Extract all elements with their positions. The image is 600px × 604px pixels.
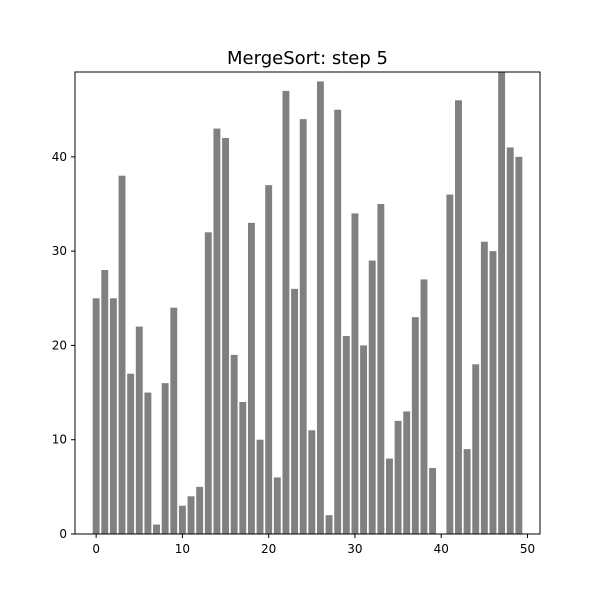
bar-32 — [368, 260, 376, 534]
bar-20 — [265, 185, 273, 534]
y-tick-label: 20 — [52, 338, 67, 352]
bar-41 — [446, 194, 454, 535]
x-axis: 0 10 20 30 40 50 — [92, 534, 535, 556]
bar-48 — [506, 147, 514, 534]
x-tick-label: 0 — [92, 542, 100, 556]
y-tick-label: 30 — [52, 244, 67, 258]
bar-25 — [308, 430, 316, 534]
bar-43 — [463, 449, 471, 534]
bar-34 — [386, 458, 393, 534]
bar-23 — [291, 288, 299, 534]
x-tick-label: 40 — [434, 542, 449, 556]
bar-9 — [170, 307, 178, 534]
bar-37 — [411, 317, 419, 534]
bar-39 — [429, 468, 437, 534]
bar-26 — [316, 81, 324, 534]
bar-7 — [153, 524, 160, 534]
bar-33 — [377, 204, 385, 534]
bar-28 — [334, 109, 342, 534]
bar-44 — [472, 364, 480, 534]
bar-2 — [109, 298, 117, 534]
bar-0 — [92, 298, 100, 534]
bars-group — [92, 72, 523, 535]
bar-16 — [230, 354, 238, 534]
x-tick-label: 50 — [520, 542, 535, 556]
x-tick-label: 20 — [261, 542, 276, 556]
y-axis: 0 10 20 30 40 — [52, 150, 75, 541]
y-tick-label: 0 — [59, 527, 67, 541]
bar-13 — [204, 232, 212, 535]
bar-24 — [299, 119, 307, 535]
bar-45 — [480, 241, 488, 534]
bar-5 — [135, 326, 143, 534]
bar-38 — [420, 279, 428, 534]
bar-49 — [515, 156, 523, 534]
plot-frame — [74, 71, 541, 535]
bar-22 — [282, 90, 290, 534]
bar-11 — [187, 496, 195, 534]
bar-8 — [161, 383, 169, 534]
bar-30 — [351, 213, 359, 534]
bar-29 — [342, 336, 350, 534]
bar-15 — [222, 138, 229, 534]
bar-21 — [273, 477, 281, 534]
bar-36 — [403, 411, 411, 534]
bar-12 — [196, 486, 204, 534]
bar-14 — [213, 128, 221, 535]
bar-17 — [239, 402, 247, 534]
bar-10 — [178, 505, 186, 534]
x-tick-label: 30 — [347, 542, 362, 556]
bar-27 — [325, 515, 333, 534]
bar-42 — [455, 100, 462, 535]
bar-18 — [247, 222, 255, 534]
bar-1 — [101, 270, 109, 534]
bar-47 — [498, 72, 506, 534]
chart-title: MergeSort: step 5 — [227, 48, 388, 69]
bar-46 — [489, 251, 497, 534]
x-tick-label: 10 — [175, 542, 190, 556]
bar-3 — [118, 175, 126, 534]
bar-6 — [144, 392, 152, 534]
bar-35 — [394, 420, 402, 534]
bar-31 — [360, 345, 368, 534]
bar-4 — [127, 373, 135, 534]
bar-19 — [256, 439, 264, 534]
y-tick-label: 40 — [52, 150, 67, 164]
y-tick-label: 10 — [52, 433, 67, 447]
